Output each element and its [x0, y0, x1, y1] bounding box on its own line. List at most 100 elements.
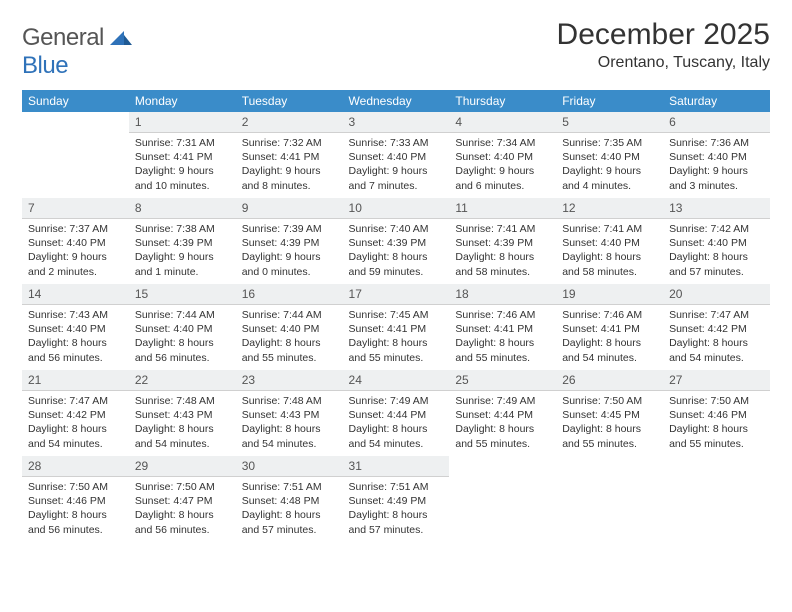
calendar-day-cell: 13Sunrise: 7:42 AMSunset: 4:40 PMDayligh… — [663, 198, 770, 284]
day-number: 21 — [22, 370, 129, 391]
sunrise-text: Sunrise: 7:45 AM — [349, 308, 444, 322]
sunset-text: Sunset: 4:47 PM — [135, 494, 230, 508]
day-number: 28 — [22, 456, 129, 477]
calendar-day-cell: 26Sunrise: 7:50 AMSunset: 4:45 PMDayligh… — [556, 370, 663, 456]
sunrise-text: Sunrise: 7:43 AM — [28, 308, 123, 322]
calendar-week-row: 7Sunrise: 7:37 AMSunset: 4:40 PMDaylight… — [22, 198, 770, 284]
daylight-text: Daylight: 8 hours and 57 minutes. — [669, 250, 764, 278]
daylight-text: Daylight: 9 hours and 7 minutes. — [349, 164, 444, 192]
calendar-day-cell — [449, 456, 556, 542]
sunrise-text: Sunrise: 7:36 AM — [669, 136, 764, 150]
calendar-week-row: 28Sunrise: 7:50 AMSunset: 4:46 PMDayligh… — [22, 456, 770, 542]
sunrise-text: Sunrise: 7:49 AM — [455, 394, 550, 408]
daylight-text: Daylight: 8 hours and 54 minutes. — [669, 336, 764, 364]
day-details: Sunrise: 7:47 AMSunset: 4:42 PMDaylight:… — [663, 305, 770, 369]
sunrise-text: Sunrise: 7:48 AM — [135, 394, 230, 408]
sunrise-text: Sunrise: 7:51 AM — [242, 480, 337, 494]
calendar-week-row: 21Sunrise: 7:47 AMSunset: 4:42 PMDayligh… — [22, 370, 770, 456]
calendar-day-cell — [663, 456, 770, 542]
daylight-text: Daylight: 8 hours and 56 minutes. — [135, 336, 230, 364]
calendar-day-cell: 30Sunrise: 7:51 AMSunset: 4:48 PMDayligh… — [236, 456, 343, 542]
day-details: Sunrise: 7:43 AMSunset: 4:40 PMDaylight:… — [22, 305, 129, 369]
calendar-day-cell: 16Sunrise: 7:44 AMSunset: 4:40 PMDayligh… — [236, 284, 343, 370]
calendar-table: Sunday Monday Tuesday Wednesday Thursday… — [22, 90, 770, 542]
day-number: 1 — [129, 112, 236, 133]
day-number: 29 — [129, 456, 236, 477]
sunset-text: Sunset: 4:40 PM — [455, 150, 550, 164]
daylight-text: Daylight: 8 hours and 55 minutes. — [455, 336, 550, 364]
day-number: 13 — [663, 198, 770, 219]
calendar-day-cell: 8Sunrise: 7:38 AMSunset: 4:39 PMDaylight… — [129, 198, 236, 284]
sunset-text: Sunset: 4:41 PM — [562, 322, 657, 336]
sunrise-text: Sunrise: 7:46 AM — [562, 308, 657, 322]
sunset-text: Sunset: 4:40 PM — [669, 236, 764, 250]
calendar-day-cell: 7Sunrise: 7:37 AMSunset: 4:40 PMDaylight… — [22, 198, 129, 284]
sunrise-text: Sunrise: 7:44 AM — [242, 308, 337, 322]
sunset-text: Sunset: 4:42 PM — [669, 322, 764, 336]
day-details: Sunrise: 7:41 AMSunset: 4:39 PMDaylight:… — [449, 219, 556, 283]
logo: General Blue — [22, 18, 132, 80]
calendar-day-cell — [556, 456, 663, 542]
day-number: 4 — [449, 112, 556, 133]
sunset-text: Sunset: 4:40 PM — [135, 322, 230, 336]
sunrise-text: Sunrise: 7:50 AM — [135, 480, 230, 494]
day-header: Wednesday — [343, 90, 450, 112]
day-number: 7 — [22, 198, 129, 219]
daylight-text: Daylight: 8 hours and 55 minutes. — [669, 422, 764, 450]
calendar-day-cell: 12Sunrise: 7:41 AMSunset: 4:40 PMDayligh… — [556, 198, 663, 284]
sunrise-text: Sunrise: 7:35 AM — [562, 136, 657, 150]
day-details: Sunrise: 7:44 AMSunset: 4:40 PMDaylight:… — [129, 305, 236, 369]
day-details: Sunrise: 7:39 AMSunset: 4:39 PMDaylight:… — [236, 219, 343, 283]
sunset-text: Sunset: 4:46 PM — [669, 408, 764, 422]
sunset-text: Sunset: 4:39 PM — [455, 236, 550, 250]
day-details: Sunrise: 7:31 AMSunset: 4:41 PMDaylight:… — [129, 133, 236, 197]
sunset-text: Sunset: 4:40 PM — [28, 322, 123, 336]
daylight-text: Daylight: 8 hours and 54 minutes. — [135, 422, 230, 450]
logo-text: General Blue — [22, 24, 132, 80]
sunrise-text: Sunrise: 7:44 AM — [135, 308, 230, 322]
daylight-text: Daylight: 8 hours and 56 minutes. — [28, 508, 123, 536]
daylight-text: Daylight: 8 hours and 54 minutes. — [242, 422, 337, 450]
daylight-text: Daylight: 9 hours and 1 minute. — [135, 250, 230, 278]
sunset-text: Sunset: 4:43 PM — [242, 408, 337, 422]
calendar-day-cell: 5Sunrise: 7:35 AMSunset: 4:40 PMDaylight… — [556, 112, 663, 198]
day-number: 20 — [663, 284, 770, 305]
day-number: 12 — [556, 198, 663, 219]
calendar-day-cell: 29Sunrise: 7:50 AMSunset: 4:47 PMDayligh… — [129, 456, 236, 542]
day-header: Thursday — [449, 90, 556, 112]
calendar-day-cell: 9Sunrise: 7:39 AMSunset: 4:39 PMDaylight… — [236, 198, 343, 284]
calendar-week-row: 14Sunrise: 7:43 AMSunset: 4:40 PMDayligh… — [22, 284, 770, 370]
daylight-text: Daylight: 8 hours and 56 minutes. — [135, 508, 230, 536]
day-number: 9 — [236, 198, 343, 219]
day-details: Sunrise: 7:50 AMSunset: 4:47 PMDaylight:… — [129, 477, 236, 541]
sunset-text: Sunset: 4:40 PM — [562, 150, 657, 164]
daylight-text: Daylight: 9 hours and 3 minutes. — [669, 164, 764, 192]
day-header: Friday — [556, 90, 663, 112]
daylight-text: Daylight: 8 hours and 54 minutes. — [562, 336, 657, 364]
daylight-text: Daylight: 9 hours and 8 minutes. — [242, 164, 337, 192]
sunset-text: Sunset: 4:39 PM — [242, 236, 337, 250]
sunrise-text: Sunrise: 7:47 AM — [28, 394, 123, 408]
daylight-text: Daylight: 8 hours and 57 minutes. — [349, 508, 444, 536]
calendar-day-cell: 1Sunrise: 7:31 AMSunset: 4:41 PMDaylight… — [129, 112, 236, 198]
calendar-day-cell: 3Sunrise: 7:33 AMSunset: 4:40 PMDaylight… — [343, 112, 450, 198]
day-number: 22 — [129, 370, 236, 391]
sunset-text: Sunset: 4:43 PM — [135, 408, 230, 422]
calendar-day-cell: 20Sunrise: 7:47 AMSunset: 4:42 PMDayligh… — [663, 284, 770, 370]
location-subtitle: Orentano, Tuscany, Italy — [557, 54, 770, 72]
daylight-text: Daylight: 9 hours and 6 minutes. — [455, 164, 550, 192]
day-number: 27 — [663, 370, 770, 391]
day-details: Sunrise: 7:48 AMSunset: 4:43 PMDaylight:… — [236, 391, 343, 455]
sunset-text: Sunset: 4:44 PM — [349, 408, 444, 422]
calendar-day-cell: 11Sunrise: 7:41 AMSunset: 4:39 PMDayligh… — [449, 198, 556, 284]
sunrise-text: Sunrise: 7:34 AM — [455, 136, 550, 150]
sunset-text: Sunset: 4:45 PM — [562, 408, 657, 422]
day-number: 15 — [129, 284, 236, 305]
sunset-text: Sunset: 4:39 PM — [135, 236, 230, 250]
day-number: 24 — [343, 370, 450, 391]
day-details: Sunrise: 7:34 AMSunset: 4:40 PMDaylight:… — [449, 133, 556, 197]
calendar-day-cell: 2Sunrise: 7:32 AMSunset: 4:41 PMDaylight… — [236, 112, 343, 198]
day-details: Sunrise: 7:46 AMSunset: 4:41 PMDaylight:… — [449, 305, 556, 369]
month-title: December 2025 — [557, 18, 770, 52]
day-details: Sunrise: 7:51 AMSunset: 4:48 PMDaylight:… — [236, 477, 343, 541]
